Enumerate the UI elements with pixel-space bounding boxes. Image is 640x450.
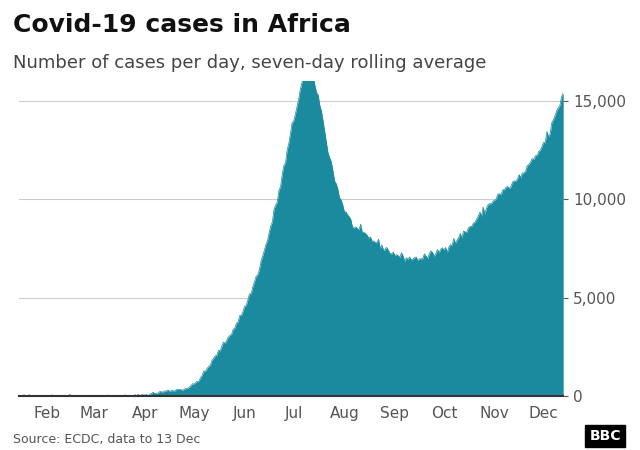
Text: Source: ECDC, data to 13 Dec: Source: ECDC, data to 13 Dec (13, 432, 200, 446)
Text: Number of cases per day, seven-day rolling average: Number of cases per day, seven-day rolli… (13, 54, 486, 72)
Text: Covid-19 cases in Africa: Covid-19 cases in Africa (13, 14, 351, 37)
Text: BBC: BBC (589, 429, 621, 443)
